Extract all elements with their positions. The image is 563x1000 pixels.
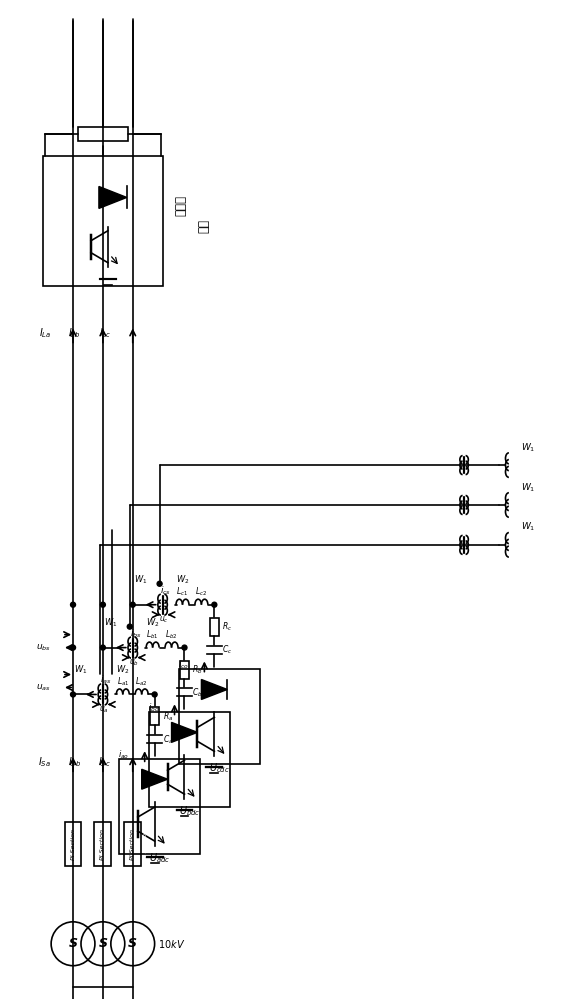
- Text: $U_{bdc}$: $U_{bdc}$: [178, 804, 200, 818]
- Text: S: S: [128, 937, 137, 950]
- Text: $W_2$: $W_2$: [176, 574, 189, 586]
- Text: $L_{c1}$: $L_{c1}$: [176, 586, 189, 598]
- Text: $i_{bo}$: $i_{bo}$: [148, 701, 159, 714]
- Bar: [180, 661, 189, 679]
- Circle shape: [130, 602, 135, 607]
- Text: PI Section: PI Section: [100, 829, 105, 860]
- Text: $W_2$: $W_2$: [146, 617, 159, 629]
- Text: $U_{adc}$: $U_{adc}$: [149, 851, 170, 865]
- Text: $i_{co}$: $i_{co}$: [177, 658, 189, 671]
- Bar: [95, 822, 111, 866]
- Text: 波源: 波源: [198, 219, 211, 233]
- Bar: [119, 759, 200, 854]
- Text: $U_{cdc}$: $U_{cdc}$: [209, 761, 230, 775]
- Circle shape: [152, 692, 157, 697]
- Circle shape: [182, 645, 187, 650]
- Text: $L_{c2}$: $L_{c2}$: [195, 586, 207, 598]
- Circle shape: [100, 645, 105, 650]
- Text: $C_b$: $C_b$: [193, 686, 203, 699]
- Text: PI Section: PI Section: [83, 829, 88, 860]
- Text: $i_{cs}$: $i_{cs}$: [159, 584, 171, 597]
- Text: $i_{bs}$: $i_{bs}$: [129, 627, 141, 640]
- Bar: [150, 707, 159, 725]
- Bar: [149, 712, 230, 807]
- Circle shape: [100, 602, 105, 607]
- Text: $10kV$: $10kV$: [158, 938, 185, 950]
- Text: $W_2$: $W_2$: [116, 664, 129, 676]
- Text: $I_{Sc}$: $I_{Sc}$: [98, 755, 111, 769]
- Circle shape: [212, 602, 217, 607]
- Text: 负载谐: 负载谐: [175, 195, 187, 216]
- Circle shape: [70, 645, 75, 650]
- Text: $R_b$: $R_b$: [193, 663, 203, 676]
- Text: $C_c$: $C_c$: [222, 643, 233, 656]
- Text: PI Section: PI Section: [70, 829, 75, 860]
- Text: $u_{bs}$: $u_{bs}$: [36, 642, 51, 653]
- Text: $W_1$: $W_1$: [521, 441, 535, 454]
- Bar: [210, 618, 219, 636]
- Text: $R_c$: $R_c$: [222, 620, 233, 633]
- Circle shape: [157, 581, 162, 586]
- Text: $u_b$: $u_b$: [129, 658, 138, 668]
- Text: $C_a$: $C_a$: [163, 733, 173, 746]
- Bar: [124, 822, 141, 866]
- Text: $I_{Lb}$: $I_{Lb}$: [68, 327, 81, 340]
- Text: PI Section: PI Section: [142, 829, 148, 860]
- Text: PI Section: PI Section: [113, 829, 118, 860]
- Text: $u_a$: $u_a$: [99, 704, 109, 715]
- Text: $i_{ao}$: $i_{ao}$: [118, 748, 129, 761]
- Text: $W_1$: $W_1$: [74, 664, 88, 676]
- Bar: [43, 156, 163, 286]
- Text: $I_{Lc}$: $I_{Lc}$: [99, 327, 111, 340]
- Polygon shape: [142, 769, 168, 789]
- Circle shape: [127, 624, 132, 629]
- Bar: [178, 669, 260, 764]
- Text: $I_{Sb}$: $I_{Sb}$: [68, 755, 81, 769]
- Text: $u_{as}$: $u_{as}$: [37, 682, 51, 693]
- Text: $W_1$: $W_1$: [521, 521, 535, 533]
- Text: $u_c$: $u_c$: [159, 615, 168, 625]
- Polygon shape: [202, 680, 227, 699]
- Circle shape: [70, 692, 75, 697]
- Polygon shape: [99, 186, 127, 208]
- Text: $W_1$: $W_1$: [104, 617, 118, 629]
- Text: $W_1$: $W_1$: [521, 481, 535, 494]
- Text: $i_{as}$: $i_{as}$: [100, 674, 111, 686]
- Text: S: S: [69, 937, 78, 950]
- Polygon shape: [172, 722, 198, 742]
- Text: $L_{b1}$: $L_{b1}$: [146, 629, 159, 641]
- Text: $R_a$: $R_a$: [163, 710, 173, 723]
- Circle shape: [70, 602, 75, 607]
- Text: S: S: [99, 937, 108, 950]
- Text: $L_{b2}$: $L_{b2}$: [166, 629, 178, 641]
- Text: $L_{a2}$: $L_{a2}$: [136, 675, 148, 688]
- Text: $I_{Sa}$: $I_{Sa}$: [38, 755, 51, 769]
- Bar: [78, 127, 128, 141]
- Bar: [65, 822, 82, 866]
- Text: PI Section: PI Section: [130, 829, 135, 860]
- Text: $W_1$: $W_1$: [134, 574, 148, 586]
- Text: $L_{a1}$: $L_{a1}$: [117, 675, 129, 688]
- Text: $I_{La}$: $I_{La}$: [39, 327, 51, 340]
